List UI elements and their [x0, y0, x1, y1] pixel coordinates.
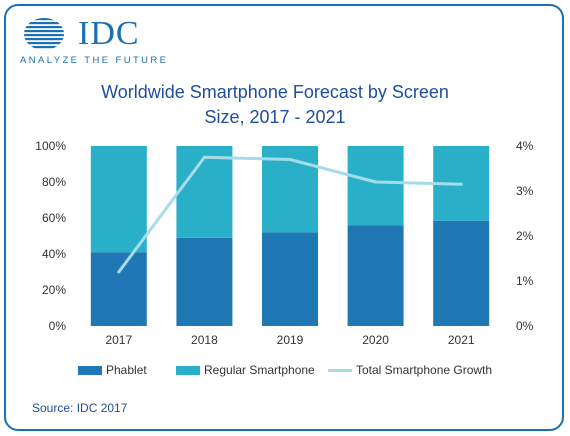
bar-phablet-2019 — [262, 232, 318, 326]
bar-phablet-2020 — [347, 225, 404, 326]
y-right-tick-label: 0% — [516, 319, 534, 333]
chart-title-line-1: Worldwide Smartphone Forecast by Screen — [101, 82, 449, 102]
bar-regular-2020 — [347, 146, 404, 226]
x-tick-label: 2019 — [277, 333, 304, 347]
y-right-tick-label: 3% — [516, 184, 534, 198]
chart-title-line-2: Size, 2017 - 2021 — [204, 107, 346, 127]
legend-item-phablet: Phablet — [78, 360, 147, 380]
legend-item-regular: Regular Smartphone — [176, 360, 315, 380]
bar-phablet-2021 — [433, 220, 490, 326]
y-left-tick-label: 100% — [35, 139, 66, 153]
x-tick-label: 2017 — [105, 333, 132, 347]
y-right-tick-label: 1% — [516, 274, 534, 288]
y-left-tick-label: 0% — [49, 319, 67, 333]
y-left-tick-label: 40% — [42, 247, 66, 261]
globe-icon — [24, 18, 64, 49]
y-left-tick-label: 80% — [42, 175, 66, 189]
x-tick-label: 2018 — [191, 333, 218, 347]
idc-logo: IDC ANALYZE THE FUTURE — [20, 17, 170, 73]
chart-legend: Phablet Regular Smartphone Total Smartph… — [0, 360, 570, 380]
bar-phablet-2018 — [176, 237, 233, 326]
logo-tagline: ANALYZE THE FUTURE — [20, 55, 169, 66]
y-right-tick-label: 4% — [516, 139, 534, 153]
logo-wordmark: IDC — [78, 15, 140, 52]
point-total-growth-2019 — [288, 158, 292, 161]
bar-phablet-2017 — [90, 252, 147, 326]
legend-item-growth: Total Smartphone Growth — [328, 360, 492, 380]
y-left-tick-label: 20% — [42, 283, 66, 297]
legend-label-growth: Total Smartphone Growth — [356, 363, 493, 377]
legend-label-regular: Regular Smartphone — [204, 363, 315, 377]
y-right-tick-label: 2% — [516, 229, 534, 243]
point-total-growth-2017 — [117, 270, 121, 274]
legend-swatch-growth — [328, 368, 352, 372]
legend-label-phablet: Phablet — [106, 363, 147, 377]
point-total-growth-2018 — [202, 155, 206, 159]
legend-swatch-phablet — [78, 365, 102, 375]
x-tick-label: 2020 — [362, 333, 389, 347]
y-left-tick-label: 60% — [42, 211, 66, 225]
bar-regular-2017 — [90, 146, 147, 253]
legend-swatch-regular — [176, 365, 200, 375]
bar-regular-2018 — [176, 146, 233, 238]
x-tick-label: 2021 — [448, 333, 475, 347]
chart-title: Worldwide Smartphone Forecast by Screen … — [60, 80, 490, 130]
point-total-growth-2020 — [374, 180, 378, 184]
source-note: Source: IDC 2017 — [32, 401, 128, 415]
point-total-growth-2021 — [459, 182, 463, 186]
